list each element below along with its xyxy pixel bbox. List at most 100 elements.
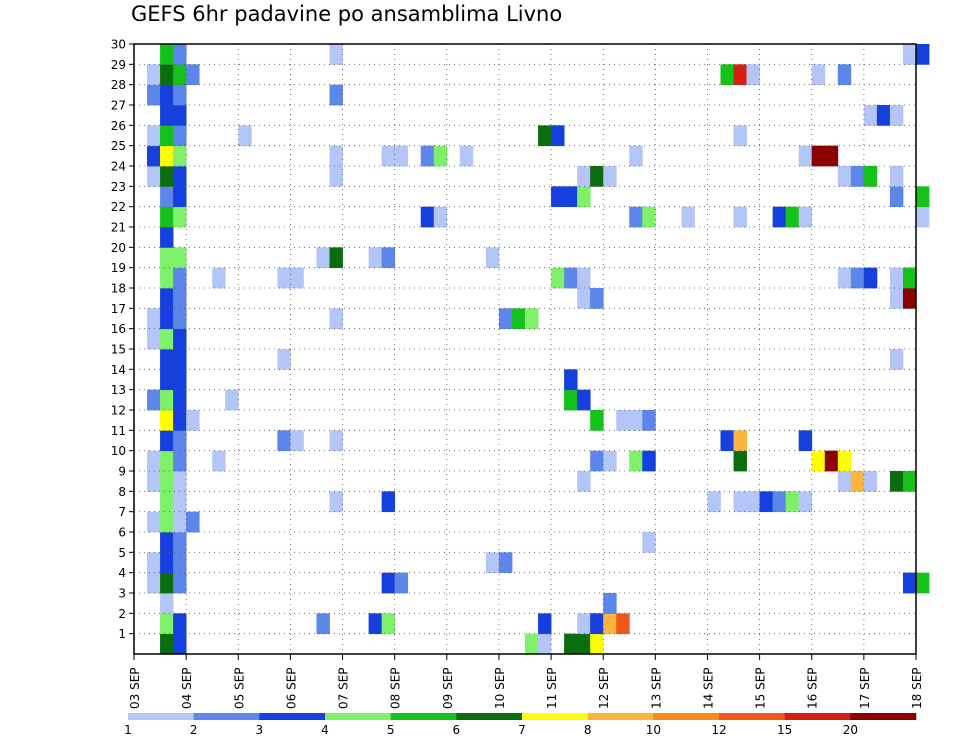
heatmap-cell: [160, 532, 174, 553]
heatmap-cell: [564, 186, 578, 208]
heatmap-cell: [173, 633, 187, 655]
heatmap-cell: [160, 410, 174, 431]
heatmap-cell: [603, 166, 617, 187]
heatmap-cell: [160, 145, 174, 167]
y-tick-label: 11: [111, 424, 126, 438]
heatmap-cell: [863, 166, 878, 187]
heatmap-cell: [590, 410, 604, 431]
heatmap-cell: [889, 267, 904, 289]
heatmap-cell: [772, 491, 787, 513]
heatmap-cell: [238, 125, 252, 147]
heatmap-cell: [173, 308, 187, 330]
heatmap-cell: [590, 613, 604, 635]
colorbar-label: 15: [777, 723, 792, 737]
heatmap-cell: [720, 430, 734, 452]
y-tick-label: 17: [111, 302, 126, 316]
colorbar-segment: [850, 713, 917, 720]
heatmap-cell: [525, 308, 539, 330]
colorbar-label: 6: [453, 723, 461, 737]
heatmap-cell: [173, 410, 187, 431]
heatmap-cell: [173, 552, 187, 574]
colorbar-label: 7: [518, 723, 526, 737]
y-tick-label: 26: [111, 119, 126, 133]
heatmap-cell: [603, 593, 617, 614]
colorbar-label: 3: [256, 723, 264, 737]
heatmap-cell: [329, 166, 343, 187]
heatmap-cell: [173, 349, 187, 370]
x-tick-label: 04 SEP: [180, 667, 194, 709]
y-tick-label: 23: [111, 180, 126, 194]
colorbar-segment: [784, 713, 851, 720]
y-tick-label: 5: [118, 546, 126, 560]
heatmap-cell: [329, 44, 343, 65]
heatmap-cell: [863, 267, 878, 289]
heatmap-cell: [160, 349, 174, 370]
x-tick-label: 07 SEP: [337, 667, 351, 709]
heatmap-cell: [186, 64, 200, 86]
heatmap-cell: [798, 491, 813, 513]
heatmap-cell: [785, 491, 800, 513]
heatmap-cell: [290, 430, 304, 452]
heatmap-cell: [394, 572, 409, 594]
heatmap-cell: [590, 450, 604, 472]
heatmap-cell: [837, 64, 852, 86]
colorbar-segment: [390, 713, 457, 720]
y-tick-label: 27: [111, 99, 126, 113]
heatmap-cell: [642, 532, 656, 553]
heatmap-cell: [837, 471, 852, 492]
heatmap-cell: [733, 450, 747, 472]
heatmap-cell: [538, 633, 552, 655]
heatmap-cell: [160, 450, 174, 472]
heatmap-cell: [616, 613, 630, 635]
colorbar-label: 1: [124, 723, 132, 737]
heatmap-cell: [147, 84, 161, 106]
heatmap-cell: [577, 389, 591, 411]
axis-ticks: [129, 43, 917, 660]
heatmap-cell: [538, 125, 552, 147]
heatmap-cell: [590, 288, 604, 309]
colorbar-segment: [128, 713, 194, 720]
chart-title: GEFS 6hr padavine po ansamblima Livno: [131, 2, 563, 26]
colorbar-label: 8: [584, 723, 592, 737]
heatmap-cell: [642, 206, 656, 228]
heatmap-cell: [160, 633, 174, 655]
heatmap-cell: [160, 186, 174, 208]
heatmap-cell: [329, 145, 343, 167]
heatmap-cell: [733, 64, 747, 86]
heatmap-cell: [225, 389, 239, 411]
heatmap-cell: [186, 511, 200, 533]
y-tick-label: 30: [111, 38, 126, 52]
heatmap-cell: [551, 186, 565, 208]
heatmap-cell: [485, 247, 500, 269]
heatmap-cell: [173, 532, 187, 553]
heatmap-cell: [785, 206, 800, 228]
heatmap-cell: [459, 145, 474, 167]
x-tick-label: 12 SEP: [597, 667, 611, 709]
heatmap-cell: [173, 247, 187, 269]
heatmap-cell: [850, 471, 865, 492]
heatmap-cell: [759, 491, 774, 513]
heatmap-cell: [629, 450, 643, 472]
heatmap-cell: [173, 491, 187, 513]
heatmap-cell: [316, 613, 330, 635]
x-tick-label: 17 SEP: [858, 667, 872, 709]
heatmap-cell: [147, 328, 161, 350]
y-tick-label: 25: [111, 139, 126, 153]
heatmap-cell: [381, 247, 396, 269]
y-tick-label: 21: [111, 221, 126, 235]
y-tick-label: 24: [111, 160, 126, 174]
heatmap-cell: [916, 206, 930, 228]
heatmap-cell: [381, 145, 396, 167]
heatmap-cell: [733, 206, 747, 228]
heatmap-cell: [498, 308, 513, 330]
y-tick-label: 29: [111, 58, 126, 72]
heatmap-cell: [173, 125, 187, 147]
y-tick-label: 19: [111, 261, 126, 275]
heatmap-cell: [902, 471, 917, 492]
heatmap-cell: [277, 349, 291, 370]
heatmap-cell: [316, 247, 330, 269]
heatmap-cell: [707, 491, 721, 513]
colorbar-label: 20: [843, 723, 858, 737]
heatmap-cell: [173, 166, 187, 187]
